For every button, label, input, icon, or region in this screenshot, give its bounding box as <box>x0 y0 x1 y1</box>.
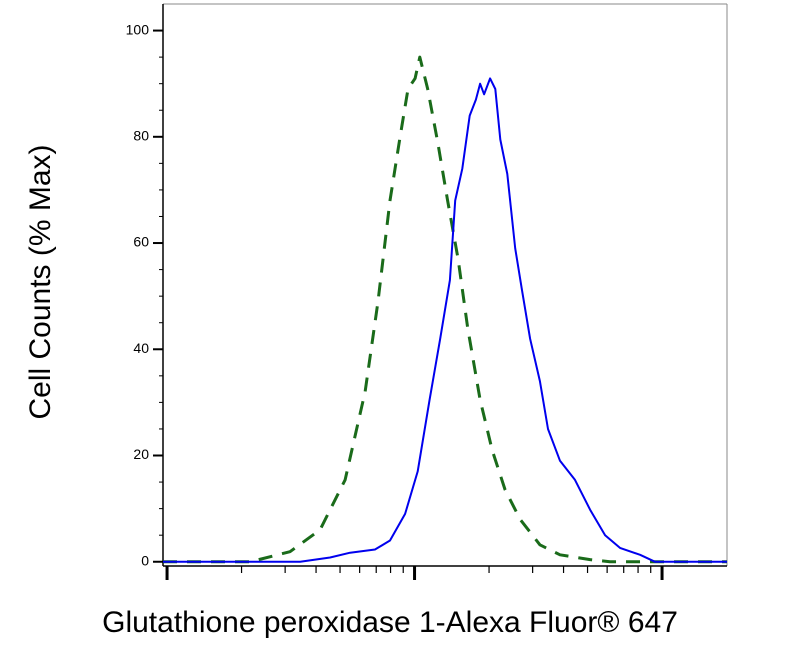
series-line <box>163 77 727 563</box>
y-tick-label: 60 <box>133 234 149 250</box>
x-axis-label: Glutathione peroxidase 1-Alexa Fluor® 64… <box>102 606 678 639</box>
y-tick-label: 0 <box>141 552 149 568</box>
y-tick-label: 40 <box>133 340 149 356</box>
series-line <box>163 55 727 564</box>
y-tick-label: 80 <box>133 128 149 144</box>
y-tick-label: 100 <box>126 21 150 37</box>
y-tick-label: 20 <box>133 446 149 462</box>
y-axis-label: Cell Counts (% Max) <box>24 144 57 419</box>
